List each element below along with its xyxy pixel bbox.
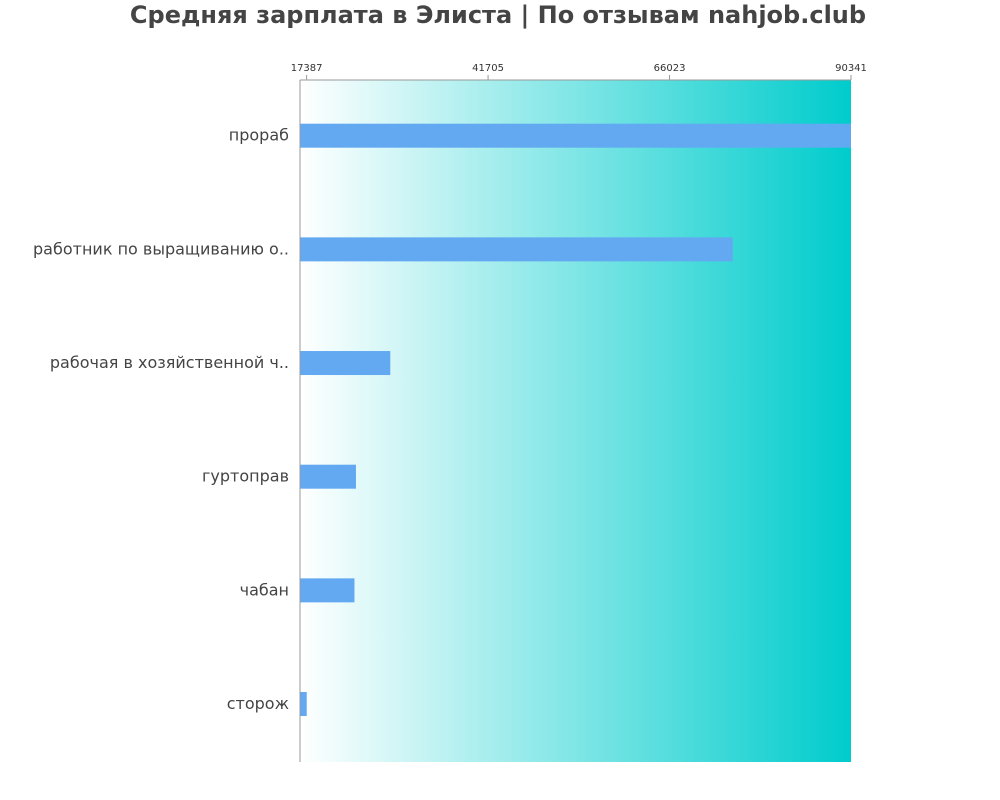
chart-title: Средняя зарплата в Элиста | По отзывам n… bbox=[130, 1, 866, 29]
category-labels: прораб работник по выращиванию о.. рабочая… bbox=[33, 126, 289, 713]
plot-background bbox=[300, 80, 851, 762]
bar bbox=[300, 237, 733, 262]
bar bbox=[300, 692, 307, 717]
x-axis-ticks: 17387 41705 66023 90341 bbox=[291, 63, 867, 80]
category-label: сторож bbox=[227, 694, 289, 713]
category-label: работник по выращиванию о.. bbox=[33, 239, 289, 258]
x-tick-label: 41705 bbox=[472, 63, 504, 74]
category-label: чабан bbox=[240, 580, 289, 599]
x-tick-label: 17387 bbox=[291, 63, 323, 74]
category-label: рабочая в хозяйственной ч.. bbox=[50, 353, 289, 372]
bar bbox=[300, 123, 851, 148]
x-tick-label: 90341 bbox=[835, 63, 867, 74]
category-label: прораб bbox=[229, 126, 289, 145]
bars bbox=[300, 123, 851, 717]
category-label: гуртоправ bbox=[202, 467, 289, 486]
bar bbox=[300, 464, 356, 489]
x-tick-label: 66023 bbox=[654, 63, 686, 74]
bar bbox=[300, 578, 355, 603]
bar bbox=[300, 351, 391, 376]
